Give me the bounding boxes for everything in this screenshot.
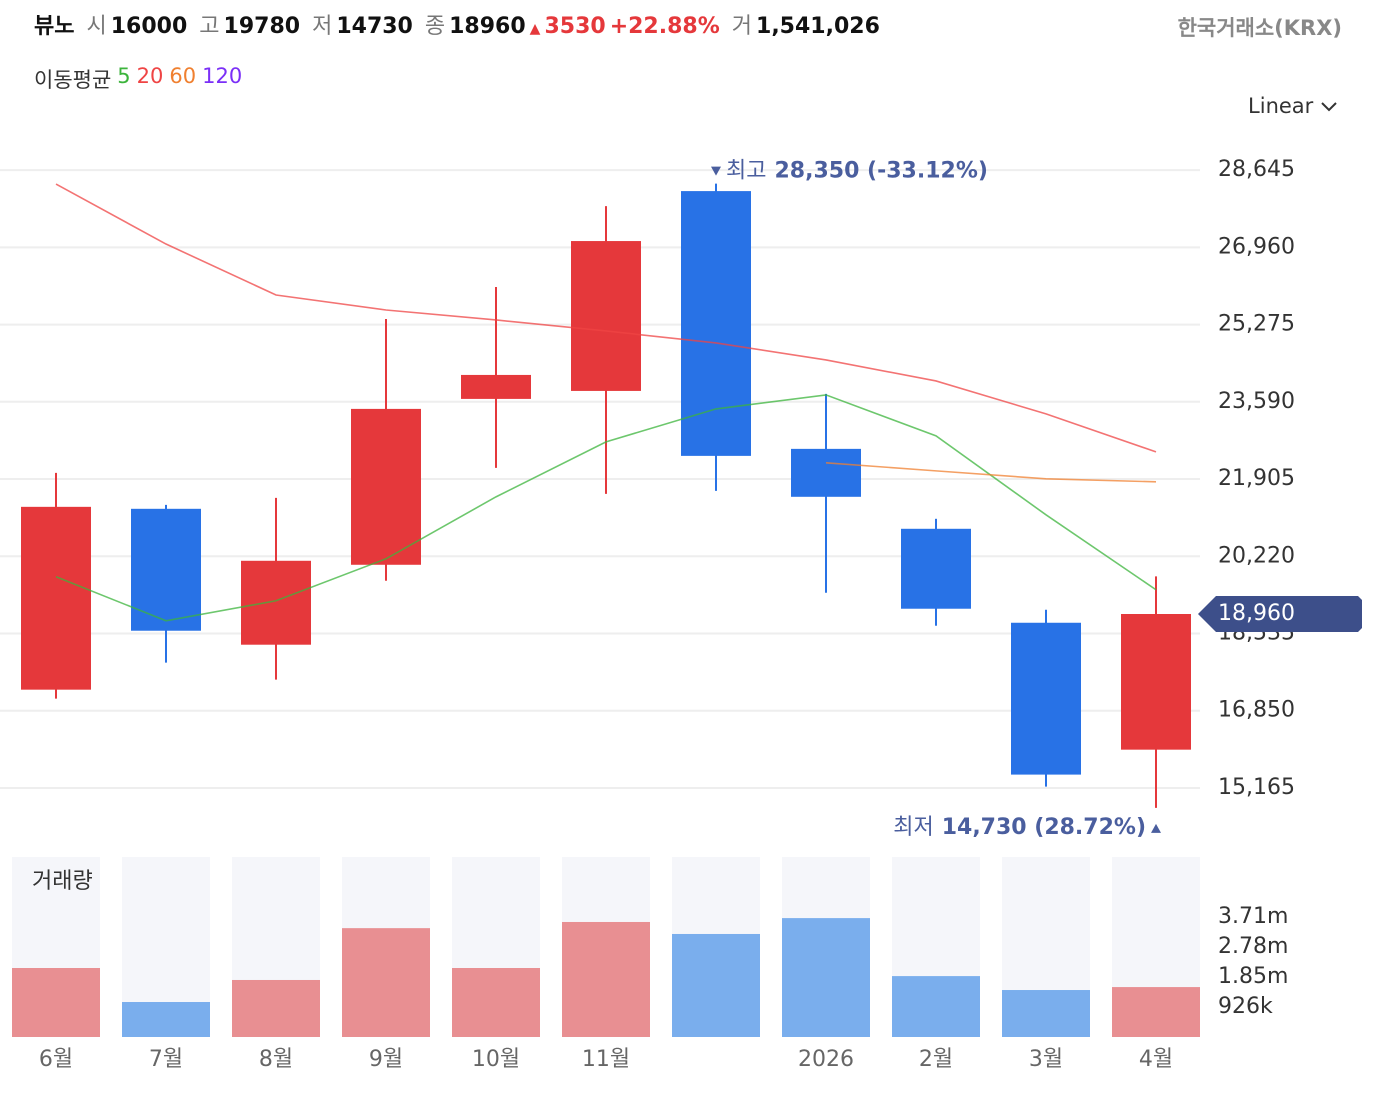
chevron: [1321, 102, 1337, 112]
open: 16000: [110, 14, 188, 39]
volume-title: 거래량: [32, 869, 93, 894]
stock-name: 뷰노: [34, 14, 75, 39]
high-annotation: 최고 28,350 (-33.12%): [726, 159, 988, 184]
ma-label: 이동평균: [34, 68, 112, 92]
price-tag: [1198, 596, 1362, 632]
ma-legend: 이동평균 5 20 60 120: [34, 64, 242, 94]
label: 저: [312, 14, 333, 39]
volume-tick-label: 3.71m: [1218, 904, 1288, 929]
change-pct: +22.88%: [609, 14, 720, 39]
header: 뷰노 시 16000 고 19780 저 14730 종 18960 ▲ 3530 +2…: [34, 8, 880, 40]
scale-label: Linear: [1248, 94, 1314, 118]
x-tick-label: 10월: [472, 1047, 520, 1072]
candle-body: [461, 374, 531, 399]
x-tick-label: 11월: [582, 1047, 630, 1072]
y-tick-label: 26,960: [1218, 234, 1295, 259]
low: 14730: [336, 14, 413, 39]
volume-tick-label: 2.78m: [1218, 934, 1288, 959]
exchange: 한국거래소(KRX): [1177, 16, 1342, 40]
label: 거: [731, 14, 753, 39]
x-tick-label: 6월: [39, 1047, 73, 1072]
change: 3530: [544, 14, 606, 39]
volume-bar: [782, 918, 870, 1037]
volume-bar: [1002, 990, 1090, 1037]
high-marker: [711, 166, 721, 176]
candle-body: [1011, 622, 1081, 775]
candle-body: [21, 506, 91, 690]
label: 시: [86, 14, 107, 39]
volume-bar: [342, 928, 430, 1037]
ma-line: [55, 394, 1157, 622]
volume-tick-label: 926k: [1218, 994, 1273, 1019]
x-tick-label: 9월: [369, 1047, 403, 1072]
volume-bar: [12, 967, 100, 1037]
high: 19780: [223, 14, 301, 39]
y-tick-label: 15,165: [1218, 775, 1295, 800]
low-marker: [1151, 823, 1161, 833]
volume-tick-label: 1.85m: [1218, 964, 1288, 989]
candle-body: [1121, 614, 1191, 750]
candle-body: [131, 508, 201, 631]
high-label: 최고: [726, 159, 766, 184]
y-tick-label: 25,275: [1218, 312, 1295, 337]
ma-line: [55, 183, 1157, 453]
volume-bar: [122, 1002, 210, 1037]
candle-body: [351, 408, 421, 565]
volume-bar: [562, 921, 650, 1037]
ma-line: [825, 462, 1157, 483]
y-tick-label: 20,220: [1218, 543, 1295, 568]
volume-bar: [672, 933, 760, 1037]
label: 고: [199, 14, 220, 39]
x-tick-label: 4월: [1139, 1047, 1173, 1072]
volume-bar: [1112, 987, 1200, 1037]
y-tick-label: 16,850: [1218, 698, 1295, 723]
price-tag-label: 18,960: [1218, 601, 1295, 626]
candle-body: [241, 560, 311, 645]
low-text: 14,730 (28.72%): [942, 815, 1146, 840]
y-tick-label: 21,905: [1218, 466, 1295, 491]
y-tick-label: 28,645: [1218, 157, 1295, 182]
volume-bar: [452, 967, 540, 1037]
volume-bar: [232, 979, 320, 1037]
legend-entry[interactable]: 120: [202, 64, 243, 88]
x-tick-label: 2월: [919, 1047, 953, 1072]
low-annotation: 최저 14,730 (28.72%): [893, 815, 1146, 840]
candle-body: [681, 191, 751, 456]
x-tick-label: 8월: [259, 1047, 293, 1072]
y-tick-label: 23,590: [1218, 389, 1295, 414]
candle-body: [901, 528, 971, 609]
candle-body: [571, 241, 641, 391]
up-arrow: ▲: [529, 21, 541, 37]
volume: 1,541,026: [756, 14, 880, 39]
x-tick-label: 3월: [1029, 1047, 1063, 1072]
legend-entry[interactable]: 20: [136, 64, 164, 88]
high-text: 28,350 (-33.12%): [774, 159, 987, 184]
scale-select[interactable]: Linear: [1248, 94, 1338, 118]
close: 18960: [449, 14, 526, 39]
candle-body: [791, 448, 861, 497]
volume-bar: [892, 976, 980, 1037]
legend-entry[interactable]: 5: [117, 64, 131, 88]
label: 종: [424, 14, 446, 39]
x-tick-label: 2026: [798, 1047, 854, 1072]
low-label: 최저: [893, 815, 933, 840]
legend-entry[interactable]: 60: [169, 64, 197, 88]
x-tick-label: 7월: [149, 1047, 183, 1072]
